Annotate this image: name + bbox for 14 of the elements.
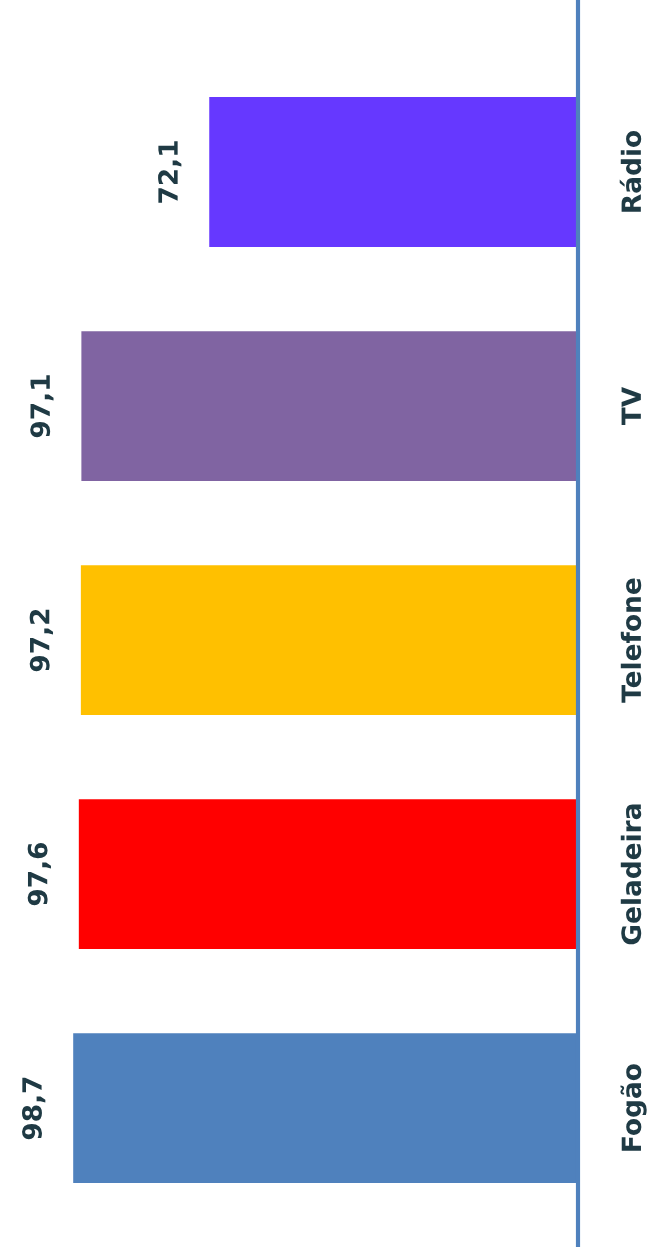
data-label: 72,1: [158, 141, 182, 203]
y-tick-label: Geladeira: [620, 804, 642, 945]
data-label: 98,7: [22, 1077, 46, 1140]
data-label: 97,6: [27, 842, 51, 906]
bar: [78, 799, 578, 949]
y-tick-label: Rádio: [619, 131, 642, 212]
data-label: 97,2: [29, 609, 54, 672]
y-tick-label: Telefone: [620, 578, 642, 703]
y-tick-label: Fogão: [620, 1064, 647, 1151]
bar: [80, 565, 578, 715]
bar: [81, 331, 578, 481]
y-tick-label: TV: [621, 386, 641, 426]
bar: [209, 97, 578, 247]
data-label: 97,1: [30, 375, 54, 438]
